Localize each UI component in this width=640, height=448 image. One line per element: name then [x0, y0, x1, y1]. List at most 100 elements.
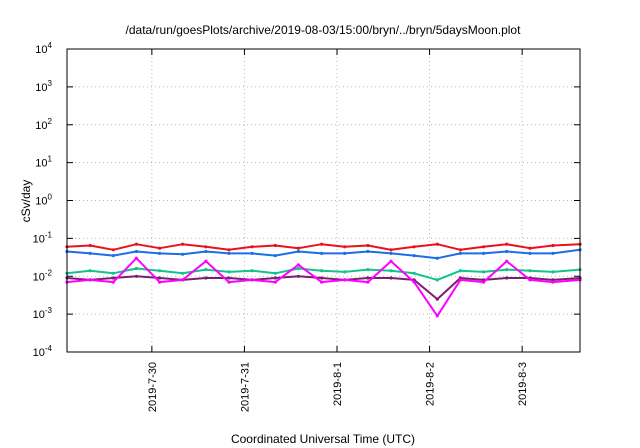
data-point	[204, 268, 208, 272]
data-point	[158, 269, 162, 273]
data-point	[320, 251, 324, 255]
data-point	[343, 270, 347, 274]
data-point	[111, 254, 115, 258]
data-point	[505, 242, 509, 246]
data-point	[181, 242, 185, 246]
data-point	[204, 276, 208, 280]
y-tick-label: 10-1	[33, 230, 53, 245]
data-point	[134, 266, 138, 271]
data-point	[88, 243, 92, 248]
data-point	[273, 254, 277, 258]
data-point	[181, 271, 185, 275]
data-point	[296, 266, 300, 271]
x-axis-label: Coordinated Universal Time (UTC)	[231, 432, 415, 446]
data-point	[458, 248, 462, 252]
data-point	[250, 278, 254, 282]
data-point	[320, 242, 324, 246]
data-point	[320, 276, 324, 280]
data-point	[551, 243, 555, 248]
data-point	[505, 249, 509, 254]
data-point	[158, 280, 162, 284]
data-point	[250, 269, 254, 273]
data-point	[482, 270, 486, 274]
data-point	[389, 276, 393, 280]
data-point	[482, 280, 486, 284]
data-point	[435, 242, 439, 246]
data-point	[204, 245, 208, 249]
x-tick-label: 2019-8-2	[425, 362, 437, 406]
data-point	[204, 249, 208, 254]
data-point	[227, 251, 231, 255]
data-point	[482, 245, 486, 249]
y-tick-label: 10-4	[33, 344, 53, 359]
data-point	[528, 251, 532, 255]
data-point	[134, 256, 138, 260]
data-point	[88, 278, 92, 282]
data-point	[88, 269, 92, 273]
x-tick-label: 2019-8-1	[332, 362, 344, 406]
data-point	[134, 242, 138, 246]
y-tick-label: 101	[35, 155, 52, 170]
data-point	[412, 280, 416, 284]
data-point	[158, 276, 162, 280]
data-point	[320, 269, 324, 273]
data-point	[389, 269, 393, 273]
data-point	[482, 251, 486, 255]
data-point	[181, 278, 185, 282]
series-line	[66, 243, 581, 251]
data-point	[273, 271, 277, 275]
data-point	[366, 268, 370, 272]
data-point	[296, 274, 300, 278]
data-point	[366, 249, 370, 254]
data-point	[204, 259, 208, 263]
data-point	[366, 280, 370, 284]
data-point	[296, 263, 300, 267]
data-point	[389, 248, 393, 252]
data-point	[435, 314, 439, 318]
data-point	[528, 269, 532, 273]
data-point	[343, 245, 347, 249]
y-tick-label: 10-3	[33, 306, 53, 321]
data-point	[111, 276, 115, 280]
data-point	[458, 269, 462, 273]
series-0	[65, 242, 582, 252]
data-point	[273, 280, 277, 284]
data-point	[551, 251, 555, 255]
data-point	[273, 243, 277, 248]
series-2	[65, 266, 582, 282]
data-point	[181, 252, 185, 256]
series-line	[66, 248, 581, 260]
x-tick-label: 2019-8-3	[517, 362, 529, 406]
data-point	[134, 249, 138, 254]
data-point	[389, 251, 393, 255]
data-point	[88, 251, 92, 255]
data-point	[505, 259, 509, 263]
y-tick-label: 100	[35, 193, 52, 208]
data-point	[296, 249, 300, 254]
data-point	[158, 246, 162, 250]
data-point	[505, 276, 509, 280]
data-point	[505, 268, 509, 272]
data-point	[551, 278, 555, 282]
data-point	[227, 248, 231, 252]
data-point	[551, 280, 555, 284]
data-point	[227, 280, 231, 284]
series-1	[65, 248, 582, 260]
data-point	[528, 278, 532, 282]
y-tick-label: 104	[35, 41, 52, 56]
data-point	[250, 251, 254, 255]
data-point	[389, 259, 393, 263]
data-point	[435, 278, 439, 282]
x-axis: 2019-7-30 2019-7-31 2019-8-1 2019-8-2 2019-8…	[147, 49, 529, 412]
x-tick-label: 2019-7-31	[239, 362, 251, 412]
data-point	[134, 274, 138, 278]
data-point	[458, 251, 462, 255]
data-point	[343, 278, 347, 282]
series-4	[65, 256, 582, 318]
data-point	[227, 276, 231, 280]
data-point	[111, 248, 115, 252]
series-line	[66, 275, 581, 301]
series-3	[65, 274, 582, 301]
data-point	[111, 280, 115, 284]
